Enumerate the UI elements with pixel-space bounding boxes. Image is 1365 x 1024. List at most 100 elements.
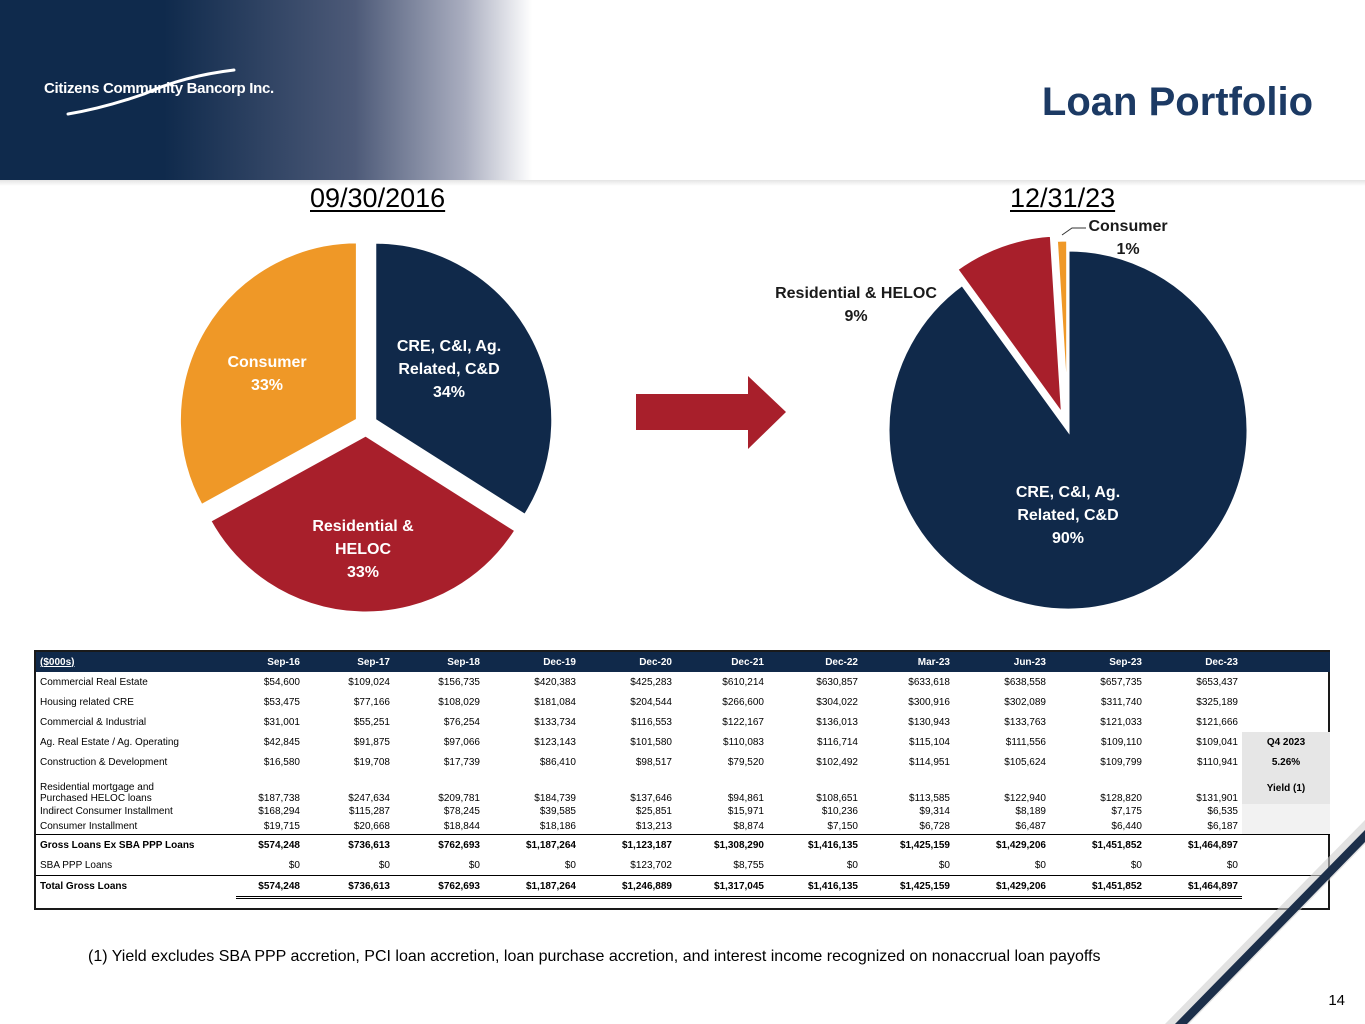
slice-label-line: CRE, C&I, Ag. [1016, 484, 1120, 501]
table-cell: $102,492 [816, 756, 858, 768]
table-cell: $78,245 [443, 806, 480, 817]
table-cell: $101,580 [630, 736, 672, 748]
table-header-row: ($000s) Sep-16 Sep-17 Sep-18 Dec-19 Dec-… [36, 652, 1330, 672]
table-row: Gross Loans Ex SBA PPP Loans $574,248 $736… [36, 835, 1330, 856]
table-cell: $113,585 [909, 793, 950, 804]
table-cell: $122,167 [722, 716, 764, 728]
slice-percent: 33% [347, 564, 379, 581]
table-cell: $110,083 [723, 736, 764, 748]
table-cell: $168,294 [258, 806, 300, 817]
table-cell: $79,520 [727, 756, 764, 768]
slice-label: Consumer 33% [227, 354, 306, 394]
slice-label-line: HELOC [335, 541, 391, 558]
slice-percent: 1% [1116, 241, 1139, 258]
table-cell: $266,600 [722, 696, 764, 708]
table-cell: $6,440 [1050, 819, 1146, 835]
row-label: Residential mortgage and Purchased HELOC … [36, 772, 236, 804]
slice-label-line: CRE, C&I, Ag. [397, 338, 501, 355]
slice-percent: 33% [251, 377, 283, 394]
table-cell: $7,175 [1111, 806, 1142, 817]
table-cell: $630,857 [816, 676, 858, 688]
table-cell: $0 [304, 855, 394, 876]
column-header: Mar-23 [917, 656, 950, 668]
column-header: Sep-18 [447, 656, 480, 668]
pie-slice [177, 240, 359, 508]
table-cell: $109,110 [1101, 736, 1142, 748]
table-cell: $105,624 [1004, 756, 1046, 768]
table-row: SBA PPP Loans $0 $0 $0 $0 $123,702 $8,755 $0 $0 $… [36, 855, 1330, 876]
table-cell: $0 [1050, 855, 1146, 876]
pie-chart-2016: CRE, C&I, Ag. Related, C&D 34% Residential … [177, 240, 555, 615]
table-cell: $115,104 [909, 736, 950, 748]
table-cell: $0 [768, 855, 862, 876]
table-cell: $116,714 [817, 736, 858, 748]
table-cell: $1,308,290 [713, 839, 764, 851]
table-cell: $657,735 [1100, 676, 1142, 688]
table-cell: $187,738 [258, 793, 300, 804]
table-cell: $108,029 [438, 696, 480, 708]
unit-label: ($000s) [40, 656, 75, 668]
column-header: Sep-23 [1109, 656, 1142, 668]
table-cell: $8,189 [1015, 806, 1046, 817]
table-cell: $91,875 [353, 736, 390, 748]
table-cell: $304,022 [816, 696, 858, 708]
table-cell: $302,089 [1004, 696, 1046, 708]
column-header: Dec-21 [731, 656, 764, 668]
table-cell: $0 [236, 855, 304, 876]
table-cell: $19,715 [236, 819, 304, 835]
table-row: Consumer Installment $19,715 $20,668 $18,84… [36, 819, 1330, 835]
table-cell: $1,123,187 [621, 839, 672, 851]
table-cell: $1,416,135 [768, 875, 862, 899]
table-cell: $0 [484, 855, 580, 876]
table-cell: $121,033 [1100, 716, 1142, 728]
table-cell: $204,544 [630, 696, 672, 708]
yield-label: Yield (1) [1242, 772, 1330, 804]
consumer-leader-line [1061, 227, 1086, 236]
table-cell: $130,943 [908, 716, 950, 728]
table-cell: $311,740 [1101, 696, 1142, 708]
column-header: Sep-17 [357, 656, 390, 668]
table-cell: $109,024 [348, 676, 390, 688]
slice-label: Residential & HELOC 9% [775, 285, 937, 325]
pie-slice [1054, 238, 1070, 421]
table-cell: $136,013 [816, 716, 858, 728]
table-cell: $108,651 [816, 793, 858, 804]
table-cell: $1,425,159 [862, 875, 954, 899]
table-cell: $209,781 [438, 793, 480, 804]
slice-percent: 90% [1052, 530, 1084, 547]
table-cell: $610,214 [722, 676, 764, 688]
company-logo: Citizens Community Bancorp Inc. [44, 64, 304, 124]
side-cell [1242, 819, 1330, 835]
row-label: Commercial & Industrial [40, 716, 147, 728]
row-label: Construction & Development [40, 756, 168, 768]
page-number: 14 [1328, 992, 1345, 1009]
loan-table-container: ($000s) Sep-16 Sep-17 Sep-18 Dec-19 Dec-… [34, 650, 1330, 910]
slice-label-line: Residential & HELOC [775, 285, 937, 302]
column-header: Jun-23 [1013, 656, 1046, 668]
table-row: Ag. Real Estate / Ag. Operating $42,845 $9… [36, 732, 1330, 752]
table-cell: $762,693 [394, 875, 484, 899]
slice-label-line: Residential & [312, 518, 414, 535]
table-cell: $18,186 [484, 819, 580, 835]
table-cell: $1,187,264 [484, 875, 580, 899]
row-label: Commercial Real Estate [40, 676, 148, 688]
slice-label: CRE, C&I, Ag. Related, C&D 34% [397, 338, 501, 401]
slice-label-line: Consumer [1088, 218, 1167, 235]
column-header: Dec-23 [1205, 656, 1238, 668]
table-cell: $8,874 [676, 819, 768, 835]
table-cell: $17,739 [443, 756, 480, 768]
table-row: Indirect Consumer Installment $168,294 $11… [36, 804, 1330, 819]
table-cell: $54,600 [263, 676, 300, 688]
company-name: Citizens Community Bancorp Inc. [44, 80, 274, 97]
column-header: Sep-16 [267, 656, 300, 668]
table-cell: $1,464,897 [1146, 875, 1242, 899]
footnote: (1) Yield excludes SBA PPP accretion, PC… [88, 948, 1101, 965]
table-cell: $6,535 [1207, 806, 1238, 817]
table-cell: $420,383 [534, 676, 576, 688]
row-label-line: Residential mortgage and [40, 782, 154, 793]
table-cell: $300,916 [908, 696, 950, 708]
table-cell: $131,901 [1196, 793, 1238, 804]
table-cell: $122,940 [1004, 793, 1046, 804]
table-cell: $0 [862, 855, 954, 876]
table-cell: $133,763 [1004, 716, 1046, 728]
